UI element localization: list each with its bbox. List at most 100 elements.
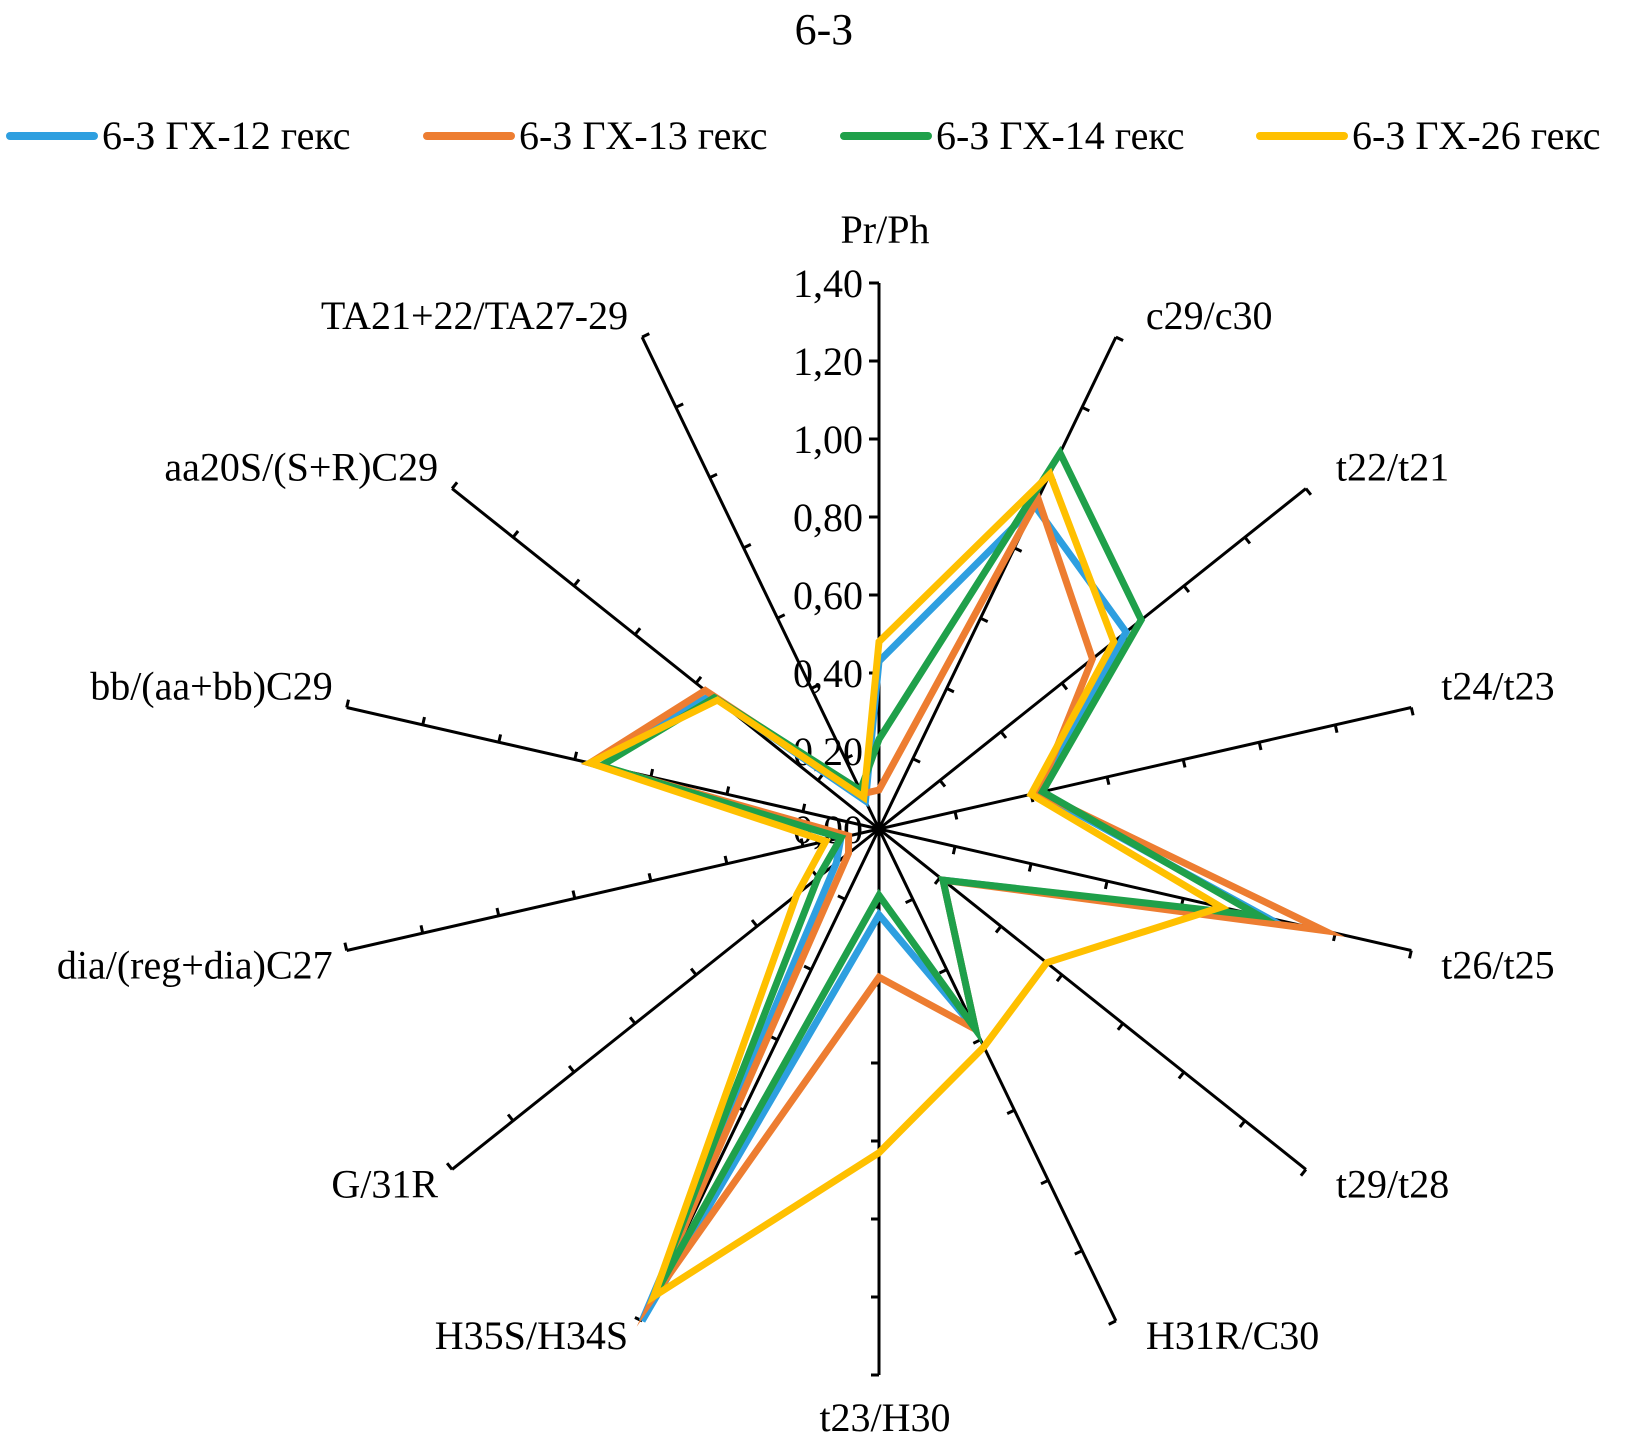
tick-label: 1,20 [793,339,863,384]
axis-tick [445,1162,454,1171]
axis-tick [904,897,914,905]
axis-tick [1013,546,1023,553]
axis-tick [694,675,703,685]
axis-tick [810,683,820,690]
category-label: t29/t28 [1336,1161,1449,1206]
radar-axes [343,281,1415,1377]
axis-tick [689,967,698,976]
axis-tick [647,872,653,882]
axis-spoke [346,827,880,952]
axis-spoke [877,828,1118,1322]
legend-label: 6-З ГХ-13 гекс [519,113,768,158]
category-label: aa20S/(S+R)C29 [164,445,438,490]
axis-tick [506,1113,515,1122]
tick-labels: 0,000,200,400,600,801,001,201,40 [793,261,863,852]
category-label: bb/(aa+bb)C29 [90,664,333,709]
category-label: t26/t25 [1441,943,1554,988]
axis-tick [979,616,989,623]
axis-tick [1409,707,1415,716]
legend-item: 6-З ГХ-12 гекс [6,112,351,159]
axis-tick [573,751,579,760]
axis-tick [799,838,805,847]
axis-tick [628,1016,637,1025]
axis-tick [497,734,503,743]
axis-tick [1181,759,1187,768]
chart-title: 6-З [794,5,854,54]
axis-tick [1257,741,1263,751]
axis-tick [1299,1168,1308,1177]
axis-tick [641,332,650,339]
tick-label: 0,60 [793,573,863,618]
axis-tick [1116,1022,1125,1031]
axis-tick [1060,682,1069,691]
series-group [580,445,1346,1327]
axis-tick [1027,863,1033,872]
axis-tick [1103,880,1109,890]
axis-spoke [451,827,880,1171]
axis-tick [1055,973,1064,983]
axis-tick [450,481,459,490]
axis-tick [951,846,957,855]
axis-spoke [451,487,880,831]
axis-tick [999,730,1008,739]
axis-tick [1243,536,1252,545]
tick-label: 1,40 [793,261,863,306]
series-line-4 [580,467,1230,1305]
category-label: dia/(reg+dia)C27 [57,943,333,988]
axis-spoke [877,336,1118,830]
axis-tick [1177,1071,1186,1080]
axis-tick [912,757,921,764]
category-labels: Pr/Ph c29/c30 t22/t21 t24/t23 t26/t25 t29/t28… [57,207,1555,1440]
legend: 6-З ГХ-12 гекс 6-З ГХ-13 гекс 6-З ГХ-14 ге… [0,112,1648,164]
axis-tick [1108,1319,1117,1326]
legend-swatch [423,131,515,140]
legend-item: 6-З ГХ-13 гекс [423,112,768,159]
axis-tick [938,968,948,975]
axis-spoke [878,827,1307,1171]
legend-label: 6-З ГХ-26 гекс [1352,113,1601,158]
axis-tick [495,907,501,917]
axis-tick [837,894,846,901]
category-label: TA21+22/TA27-29 [321,293,628,338]
axis-tick [803,964,812,971]
category-label: t24/t23 [1441,664,1554,709]
axis-tick [1238,1119,1247,1128]
category-label: G/31R [331,1161,438,1206]
axis-tick [1115,335,1124,342]
legend-label: 6-З ГХ-12 гекс [102,113,351,158]
axis-tick [675,402,684,409]
axis-spoke [878,706,1412,831]
axis-tick [1105,776,1111,786]
axis-tick [1333,724,1339,734]
axis-tick [511,530,520,539]
axis-tick [343,942,349,951]
axis-tick [994,925,1003,934]
axis-tick [709,472,718,479]
axis-tick [567,1064,576,1074]
category-label: H31R/C30 [1146,1313,1319,1358]
axis-tick [723,855,729,865]
legend-label: 6-З ГХ-14 гекс [936,113,1185,158]
axis-tick [1182,584,1191,594]
tick-label: 1,00 [793,417,863,462]
axis-tick [938,779,947,788]
axis-tick [1040,1179,1049,1186]
category-label: t23/H30 [819,1395,950,1440]
axis-tick [419,924,425,934]
axis-tick [1081,405,1090,413]
axis-tick [953,811,959,820]
axis-tick [1074,1249,1083,1256]
legend-swatch [840,131,932,140]
axis-tick [649,768,655,778]
axis-tick [1408,950,1413,959]
axis-tick [750,919,759,928]
axis-tick [776,613,786,620]
axis-tick [633,627,642,636]
category-label: Pr/Ph [841,207,930,252]
axis-tick [742,543,752,550]
tick-label: 0,80 [793,495,863,540]
axis-tick [1304,487,1313,496]
axis-tick [421,716,426,726]
category-label: t22/t21 [1336,445,1449,490]
